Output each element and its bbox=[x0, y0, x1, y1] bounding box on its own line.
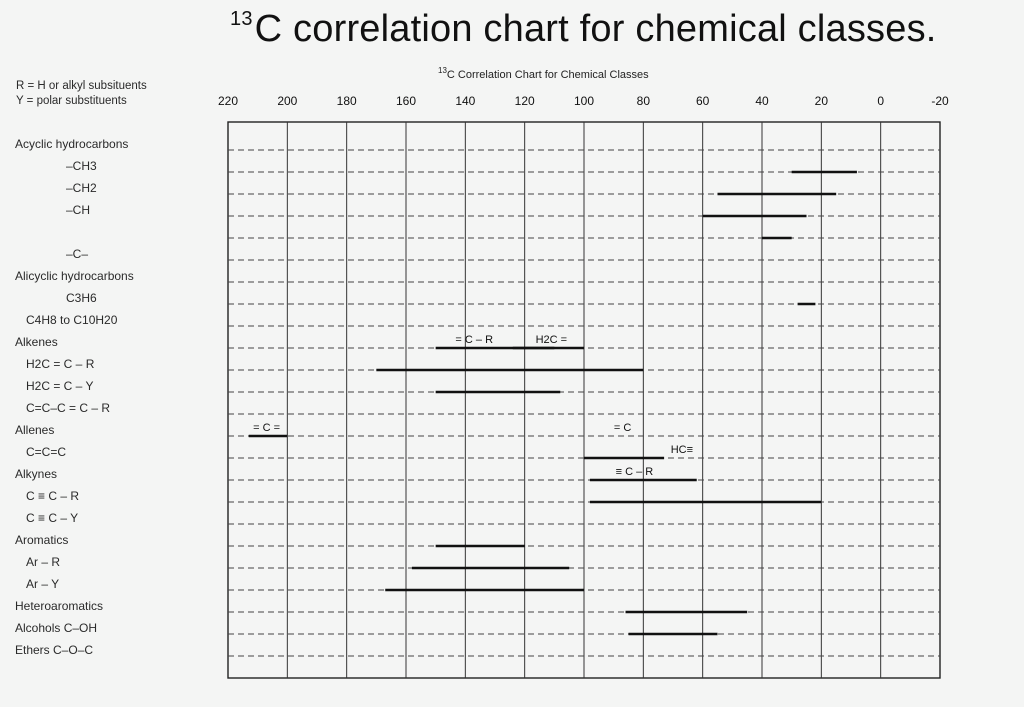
row-label: –C– bbox=[66, 247, 89, 261]
x-tick-label: 80 bbox=[636, 94, 651, 108]
range-annotation: H2C = bbox=[535, 334, 568, 346]
x-tick-label: 140 bbox=[455, 94, 476, 108]
x-tick-label: -20 bbox=[931, 94, 949, 108]
range-annotation: = C – R bbox=[455, 334, 494, 346]
row-label: Allenes bbox=[15, 423, 55, 437]
row-label: Aromatics bbox=[15, 533, 69, 547]
row-label: –CH bbox=[66, 203, 91, 217]
chart-title-text: C correlation chart for chemical classes… bbox=[254, 8, 937, 50]
x-tick-label: 60 bbox=[695, 94, 710, 108]
row-label: Ethers C–O–C bbox=[15, 643, 94, 657]
row-label: Alkenes bbox=[15, 335, 58, 349]
chart-title: 13C correlation chart for chemical class… bbox=[230, 8, 937, 50]
range-annotation: = C bbox=[613, 422, 632, 434]
x-tick-label: 100 bbox=[573, 94, 595, 108]
row-label: C=C=C bbox=[26, 445, 67, 459]
x-tick-label: 220 bbox=[217, 94, 239, 108]
x-tick-label: 40 bbox=[755, 94, 769, 108]
row-label: Alicyclic hydrocarbons bbox=[15, 269, 134, 283]
row-label: –CH3 bbox=[66, 159, 97, 173]
range-annotation: HC≡ bbox=[670, 444, 694, 456]
row-label: H2C = C – Y bbox=[26, 379, 94, 393]
row-label: Alcohols C–OH bbox=[15, 621, 98, 635]
legend-entry: Y = polar substituents bbox=[16, 95, 127, 107]
row-label: H2C = C – R bbox=[26, 357, 95, 371]
x-tick-label: 0 bbox=[877, 94, 884, 108]
row-label: C ≡ C – R bbox=[26, 489, 80, 503]
range-annotation: = C = bbox=[253, 422, 281, 434]
row-label: C ≡ C – Y bbox=[26, 511, 79, 525]
row-label: Alkynes bbox=[15, 467, 58, 481]
chart-subtitle-text: C Correlation Chart for Chemical Classes bbox=[446, 69, 649, 81]
x-tick-label: 200 bbox=[277, 94, 298, 108]
x-tick-label: 120 bbox=[514, 94, 535, 108]
row-label: C=C–C = C – R bbox=[26, 401, 111, 415]
x-tick-label: 20 bbox=[814, 94, 829, 108]
row-label: C3H6 bbox=[66, 291, 97, 305]
row-label: Ar – R bbox=[26, 555, 61, 569]
row-label: Acyclic hydrocarbons bbox=[15, 137, 129, 151]
row-label: –CH2 bbox=[66, 181, 97, 195]
row-label: Ar – Y bbox=[26, 577, 60, 591]
chart-subtitle: 13C Correlation Chart for Chemical Class… bbox=[438, 66, 649, 81]
row-label: C4H8 to C10H20 bbox=[26, 313, 118, 327]
x-tick-label: 180 bbox=[336, 94, 357, 108]
row-label: Heteroaromatics bbox=[15, 599, 104, 613]
x-tick-label: 160 bbox=[395, 94, 417, 108]
legend-entry: R = H or alkyl subsituents bbox=[16, 80, 147, 92]
